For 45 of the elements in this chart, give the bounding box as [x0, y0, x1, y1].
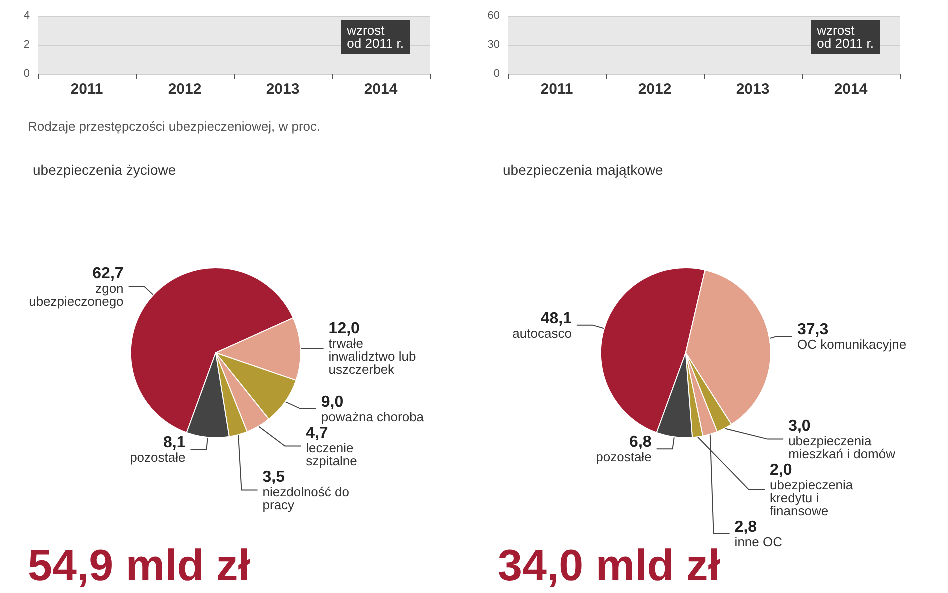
data-label: 9,0 — [321, 394, 344, 411]
annotation: wzrost od 2011 r. — [346, 23, 404, 51]
x-tick-label: 2013 — [736, 81, 770, 98]
data-label: 48,1 — [540, 310, 572, 328]
slice-label: autocasco — [512, 326, 572, 341]
data-label: 2,8 — [734, 518, 758, 536]
data-label: 4,7 — [306, 424, 328, 442]
data-label: 3,0 — [788, 418, 811, 435]
slice-label: zgon ubezpieczonego — [29, 281, 124, 310]
x-tick-label: 2014 — [364, 81, 398, 98]
x-tick-label: 2014 — [834, 81, 868, 98]
slice-label: poważna choroba — [321, 409, 425, 424]
slice-label: trwałe inwalidztwo lub uszczerbek — [328, 336, 416, 377]
x-tick-label: 2012 — [638, 81, 672, 98]
data-label: 2,0 — [770, 462, 792, 479]
slice-label: ubezpieczenia kredytu i finansowe — [770, 477, 854, 518]
slice-label: ubezpieczenia mieszkań i domów — [788, 433, 896, 462]
chart-title: ubezpieczenia życiowe — [33, 162, 176, 178]
slice-label: pozostałe — [596, 450, 652, 465]
text: 54,9 mld zł — [28, 542, 251, 590]
slice-label: leczenie szpitalne — [306, 440, 358, 468]
data-label: 3,5 — [262, 468, 286, 486]
slice-label: inne OC — [734, 534, 783, 550]
y-tick-label: 2 — [24, 39, 30, 51]
y-tick-label: 60 — [488, 10, 500, 22]
text: 34,0 mld zł — [498, 542, 721, 590]
slice-label: OC komunikacyjne — [798, 337, 907, 352]
y-tick-label: 30 — [488, 39, 500, 51]
text: Rodzaje przestępczości ubezpieczeniowej, w proc. — [28, 119, 321, 134]
data-label: 8,1 — [163, 434, 186, 452]
y-tick-label: 0 — [24, 68, 30, 80]
data-label: 62,7 — [92, 266, 124, 283]
x-tick-label: 2011 — [540, 81, 574, 98]
slice-label: niezdolność do pracy — [262, 484, 350, 512]
data-label: 6,8 — [630, 434, 652, 452]
chart-title: ubezpieczenia majątkowe — [503, 162, 664, 178]
data-label: 12,0 — [328, 320, 360, 338]
x-tick-label: 2012 — [168, 81, 202, 98]
y-tick-label: 4 — [24, 10, 30, 22]
slice-label: pozostałe — [130, 450, 186, 466]
y-tick-label: 0 — [494, 68, 500, 80]
data-label: 37,3 — [798, 322, 829, 339]
x-tick-label: 2013 — [266, 81, 300, 98]
x-tick-label: 2011 — [70, 81, 104, 98]
annotation: wzrost od 2011 r. — [816, 23, 874, 51]
